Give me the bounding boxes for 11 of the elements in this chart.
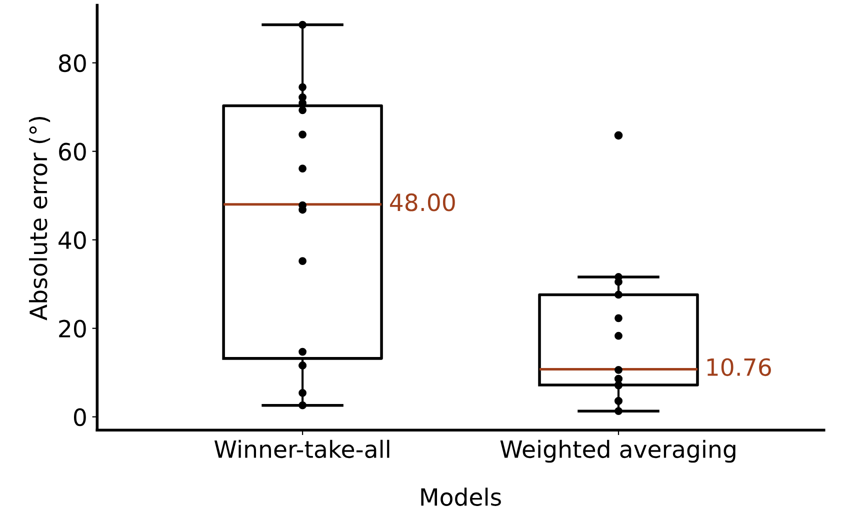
y-tick-label: 20 (59, 320, 86, 338)
x-tick-label: Winner-take-all (214, 440, 390, 458)
y-tick-label: 60 (59, 142, 86, 161)
y-tick-label: 40 (58, 231, 86, 250)
x-tick-label: Weighted averaging (500, 440, 736, 463)
annotation: 10.76 (707, 358, 771, 376)
y-tick-label: 0 (74, 408, 86, 426)
annotation: 48.00 (390, 193, 455, 212)
x-axis-title: Models (421, 488, 501, 506)
y-axis-title: Absolute error (°) (29, 116, 50, 320)
y-tick-label: 80 (59, 54, 86, 72)
